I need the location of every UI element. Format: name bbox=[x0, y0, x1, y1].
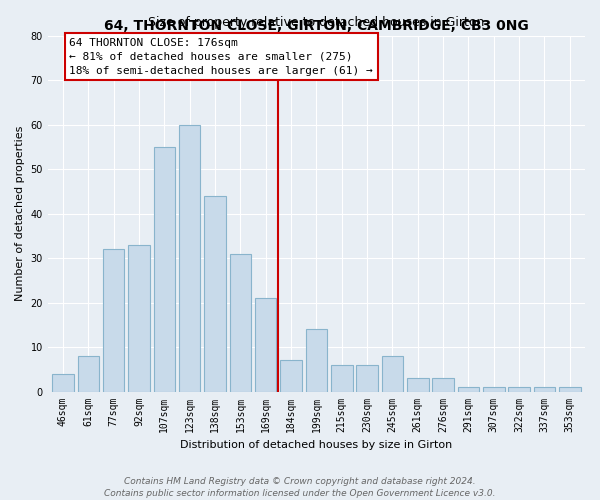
Bar bbox=[382, 356, 403, 392]
Bar bbox=[331, 365, 353, 392]
Text: Size of property relative to detached houses in Girton: Size of property relative to detached ho… bbox=[148, 16, 485, 28]
Bar bbox=[483, 387, 505, 392]
Bar bbox=[305, 330, 327, 392]
Bar bbox=[52, 374, 74, 392]
Bar bbox=[356, 365, 378, 392]
Bar bbox=[533, 387, 555, 392]
Bar bbox=[128, 245, 150, 392]
Bar bbox=[407, 378, 428, 392]
Bar bbox=[433, 378, 454, 392]
Bar bbox=[179, 124, 200, 392]
Bar bbox=[508, 387, 530, 392]
Bar bbox=[103, 249, 124, 392]
Bar bbox=[280, 360, 302, 392]
Text: Contains HM Land Registry data © Crown copyright and database right 2024.
Contai: Contains HM Land Registry data © Crown c… bbox=[104, 476, 496, 498]
Text: 64 THORNTON CLOSE: 176sqm
← 81% of detached houses are smaller (275)
18% of semi: 64 THORNTON CLOSE: 176sqm ← 81% of detac… bbox=[70, 38, 373, 76]
Bar bbox=[154, 147, 175, 392]
Bar bbox=[458, 387, 479, 392]
Y-axis label: Number of detached properties: Number of detached properties bbox=[15, 126, 25, 302]
Bar bbox=[204, 196, 226, 392]
Bar bbox=[559, 387, 581, 392]
Bar bbox=[77, 356, 99, 392]
Bar bbox=[230, 254, 251, 392]
Bar bbox=[255, 298, 277, 392]
X-axis label: Distribution of detached houses by size in Girton: Distribution of detached houses by size … bbox=[180, 440, 452, 450]
Title: 64, THORNTON CLOSE, GIRTON, CAMBRIDGE, CB3 0NG: 64, THORNTON CLOSE, GIRTON, CAMBRIDGE, C… bbox=[104, 19, 529, 33]
